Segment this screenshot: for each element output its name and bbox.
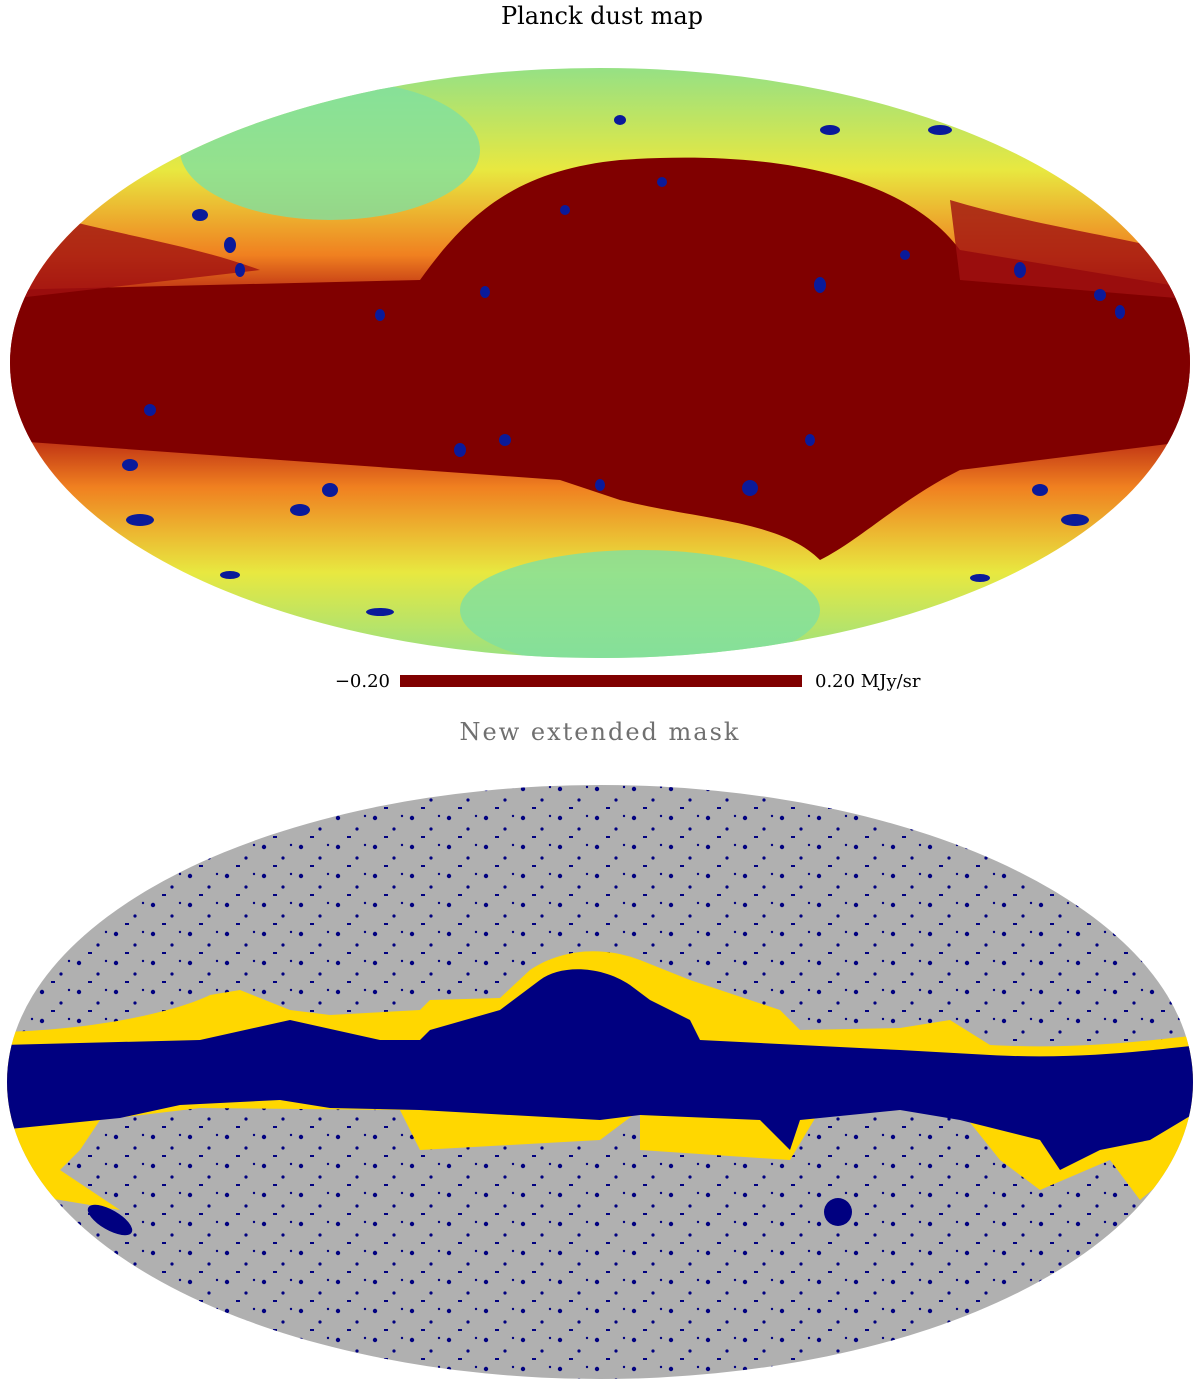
mask-map (7, 785, 1193, 1379)
mask-region (824, 1198, 852, 1226)
colorbar-max: 0.20 MJy/sr (815, 671, 921, 692)
title: New extended mask (460, 718, 741, 746)
mask-region (87, 1204, 133, 1236)
map-region (460, 550, 820, 658)
title: Planck dust map (501, 2, 703, 30)
galactic-plane-mask (7, 969, 1193, 1170)
map-region (10, 200, 1190, 300)
map-region (180, 80, 480, 220)
colorbar-min: −0.20 (335, 671, 390, 692)
galactic-plane (10, 157, 1190, 560)
dust-map (10, 68, 1190, 658)
colorbar (400, 675, 802, 687)
point-sources (122, 115, 1125, 616)
